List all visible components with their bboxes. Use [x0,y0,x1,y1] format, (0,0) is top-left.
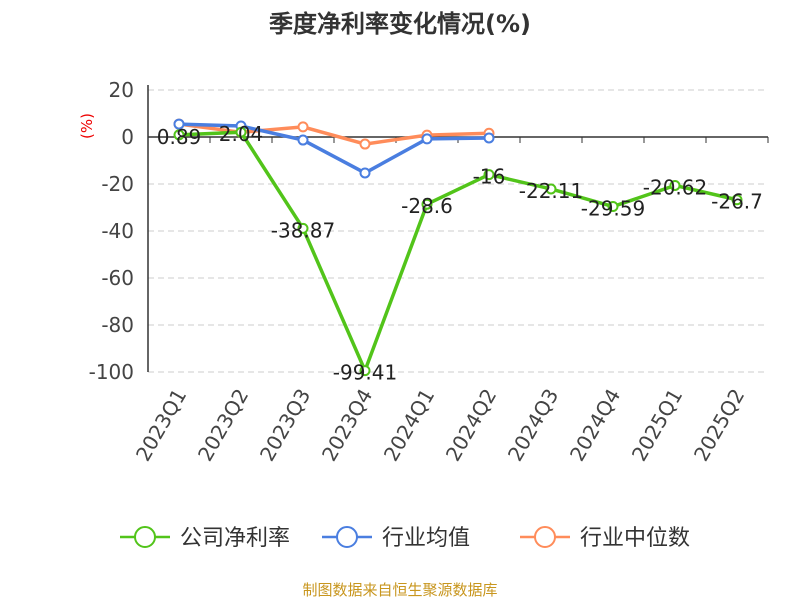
x-tick-label: 2025Q1 [627,385,687,466]
data-point [359,138,371,150]
data-point [545,183,557,195]
data-point [359,365,371,377]
data-label: -22.11 [519,179,583,203]
data-label: -20.62 [643,175,707,199]
x-tick-label: 2024Q3 [503,385,563,466]
data-point [297,134,309,146]
data-label: -99.41 [333,361,397,385]
chart-title: 季度净利率变化情况(%) [269,10,531,38]
legend-item: 公司净利率 [180,526,290,551]
data-label: -29.59 [581,197,645,221]
legend-marker [534,526,556,548]
footer-source: 制图数据来自恒生聚源数据库 [302,581,497,599]
data-point [297,121,309,133]
data-point [421,198,433,210]
data-label: 2.04 [219,122,264,146]
data-point [731,194,743,206]
x-tick-label: 2024Q2 [441,385,501,466]
x-tick-label: 2024Q1 [379,385,439,466]
legend-marker [336,526,358,548]
series-line-1 [178,122,490,175]
x-tick-label: 2023Q2 [193,385,253,466]
y-tick-label: -60 [101,266,134,290]
data-label: 0.89 [157,125,202,149]
data-point [607,201,619,213]
data-point [421,133,433,145]
data-label: -16 [473,165,506,189]
x-tick-label: 2024Q4 [565,385,625,466]
data-point [483,132,495,144]
x-tick-label: 2023Q4 [317,385,377,466]
legend-item: 行业均值 [382,526,470,551]
x-tick-label: 2023Q1 [131,385,191,466]
data-point [483,169,495,181]
data-label: -26.7 [711,190,763,214]
legend-item: 行业中位数 [580,526,690,551]
data-point [173,118,185,130]
y-tick-label: -80 [101,313,134,337]
y-tick-label: -20 [101,172,134,196]
data-label: -28.6 [401,194,453,218]
legend-marker [134,526,156,548]
x-tick-label: 2023Q3 [255,385,315,466]
x-tick-label: 2025Q2 [689,385,749,466]
data-point [669,179,681,191]
data-label: -38.87 [271,218,335,242]
y-tick-label: 0 [121,125,134,149]
y-tick-label: 20 [109,78,134,102]
y-axis-label: (%) [78,113,96,139]
data-point [297,222,309,234]
y-tick-label: -40 [101,219,134,243]
series-line-0 [178,130,738,376]
data-point [173,129,185,141]
data-point [235,126,247,138]
data-point [359,167,371,179]
y-tick-label: -100 [89,360,134,384]
